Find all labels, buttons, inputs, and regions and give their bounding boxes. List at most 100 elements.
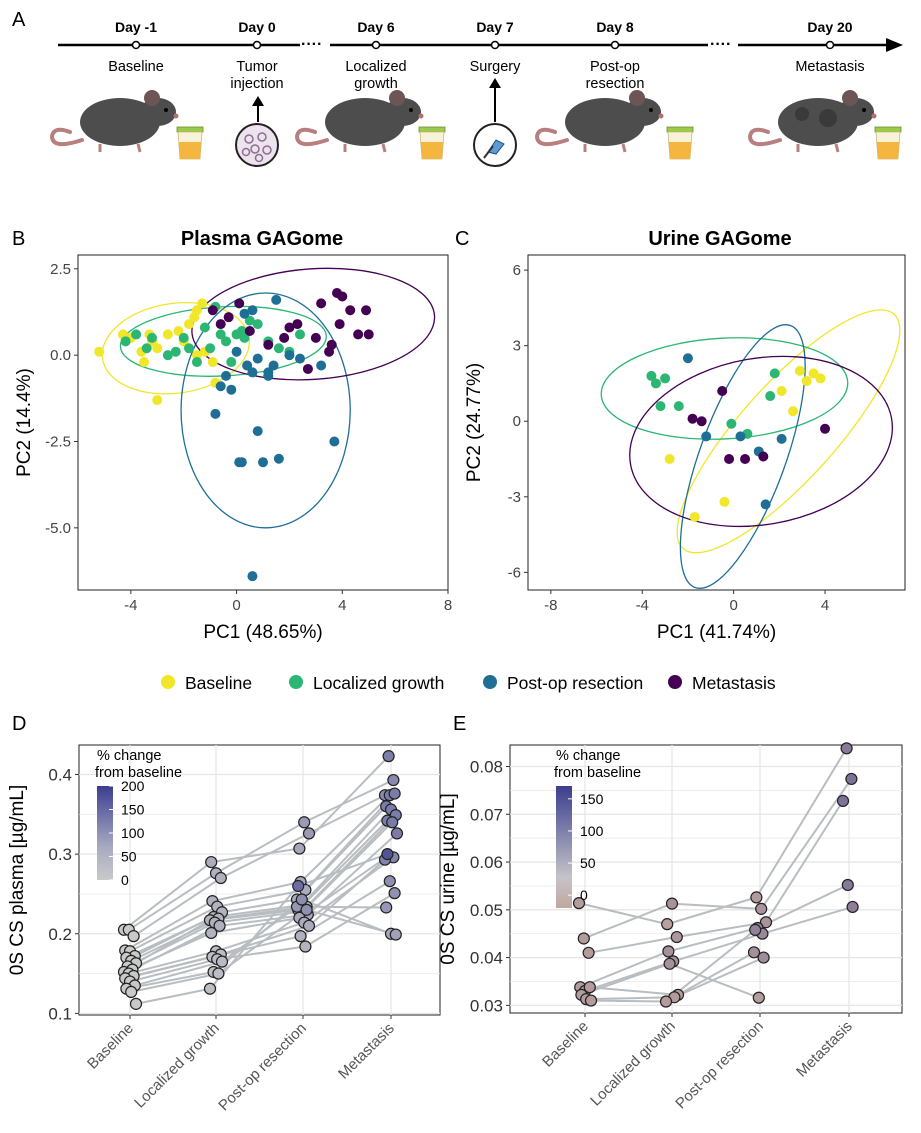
y-axis-label: 0S CS urine [µg/mL] (438, 793, 459, 964)
subject-line (668, 926, 758, 953)
timeline-label-2-1: growth (354, 76, 398, 92)
subject-point (383, 875, 396, 888)
point-localized (765, 391, 776, 402)
y-tick-label: 0.0 (50, 347, 71, 364)
point-metastasis (302, 363, 313, 374)
point-metastasis (353, 329, 364, 340)
subject-point (749, 923, 762, 936)
panel-label-d: D (12, 713, 26, 735)
point-localized (205, 343, 216, 354)
point-localized (655, 401, 666, 412)
x-tick-label: Post-op resection (672, 1018, 767, 1113)
subject-line (584, 960, 674, 992)
point-localized (295, 329, 305, 340)
point-metastasis (215, 319, 226, 330)
point-localized (252, 319, 263, 330)
surgery-icon (473, 123, 517, 167)
timeline-tick-1 (252, 40, 262, 50)
point-localized (191, 357, 202, 368)
y-tick-label: 3 (513, 338, 521, 355)
subject-point (205, 926, 218, 940)
timeline-break-2: ···· (710, 36, 731, 53)
subject-line (213, 904, 302, 919)
point-baseline (162, 329, 173, 340)
point-postop (231, 346, 242, 357)
timeline-day-3: Day 7 (476, 19, 514, 35)
subject-line (124, 955, 213, 980)
y-tick-label: 0.07 (470, 805, 503, 824)
y-tick-label: 0.3 (48, 845, 72, 864)
urine-cup-localized-icon (418, 126, 446, 160)
ellipse-baseline (676, 309, 901, 554)
point-metastasis (758, 451, 769, 462)
legend-swatch-baseline (161, 675, 175, 689)
subject-point (583, 981, 596, 994)
point-localized (239, 332, 250, 343)
point-baseline (207, 357, 218, 368)
subject-line (129, 958, 218, 983)
colorbar-tick-label: 150 (580, 791, 604, 807)
point-metastasis (316, 298, 327, 309)
subject-line (126, 971, 214, 990)
subject-line (123, 861, 212, 931)
subject-point (577, 932, 590, 945)
colorbar-tick-label: 150 (121, 802, 145, 818)
timeline-tick-5 (825, 40, 835, 50)
colorbar-title-1: % change (97, 748, 162, 764)
point-baseline (152, 395, 163, 406)
point-localized (131, 329, 142, 340)
subject-point (665, 897, 679, 910)
point-postop (329, 436, 340, 447)
subject-line (209, 908, 299, 922)
point-postop (239, 308, 250, 319)
colorbar-tick-label: 200 (121, 778, 145, 794)
subject-point (293, 842, 306, 855)
subject-line (211, 916, 300, 934)
subject-point (752, 991, 765, 1004)
point-baseline (664, 454, 675, 465)
y-tick-label: 0.03 (470, 996, 503, 1015)
subject-points (572, 742, 859, 1008)
subject-line (677, 951, 755, 996)
colorbar-tick-label: 0 (121, 872, 129, 888)
point-postop (263, 367, 274, 378)
point-metastasis (334, 319, 345, 330)
point-metastasis (337, 291, 348, 302)
tumor-cells-icon (235, 123, 279, 167)
point-metastasis (687, 413, 698, 424)
y-tick-label: 0.1 (48, 1004, 72, 1023)
point-baseline (152, 343, 163, 354)
subject-point (215, 955, 229, 968)
subject-line (578, 902, 668, 926)
point-postop (242, 360, 253, 371)
y-tick-label: 0.08 (470, 757, 503, 776)
point-localized (650, 378, 661, 389)
x-tick-label: Metastasis (793, 1018, 856, 1081)
subject-line (130, 972, 219, 993)
subject-point (670, 930, 683, 944)
subject-point (299, 940, 312, 953)
subject-line (211, 847, 300, 864)
point-localized (646, 370, 657, 381)
subject-line (300, 880, 391, 938)
subject-line (588, 936, 677, 954)
ellipse-metastasis (629, 355, 894, 528)
subject-line (128, 872, 217, 931)
x-tick-label: 4 (821, 597, 829, 614)
plot-frame (527, 254, 906, 591)
colorbar-tick-label: 100 (580, 823, 604, 839)
y-tick-label: -6 (508, 564, 521, 581)
surgery-arrow (489, 78, 501, 122)
point-localized (141, 343, 152, 354)
subject-line (299, 794, 391, 883)
point-postop (226, 384, 237, 395)
y-tick-label: 0.04 (470, 949, 503, 968)
subject-line (297, 853, 388, 887)
subject-line (579, 950, 669, 989)
x-tick-label: Baseline (539, 1018, 592, 1071)
subject-line (212, 881, 301, 903)
subject-point (292, 879, 305, 893)
x-tick-label: Baseline (84, 1020, 137, 1073)
point-metastasis (740, 454, 751, 465)
